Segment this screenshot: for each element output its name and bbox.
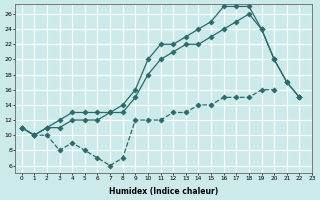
- X-axis label: Humidex (Indice chaleur): Humidex (Indice chaleur): [109, 187, 218, 196]
